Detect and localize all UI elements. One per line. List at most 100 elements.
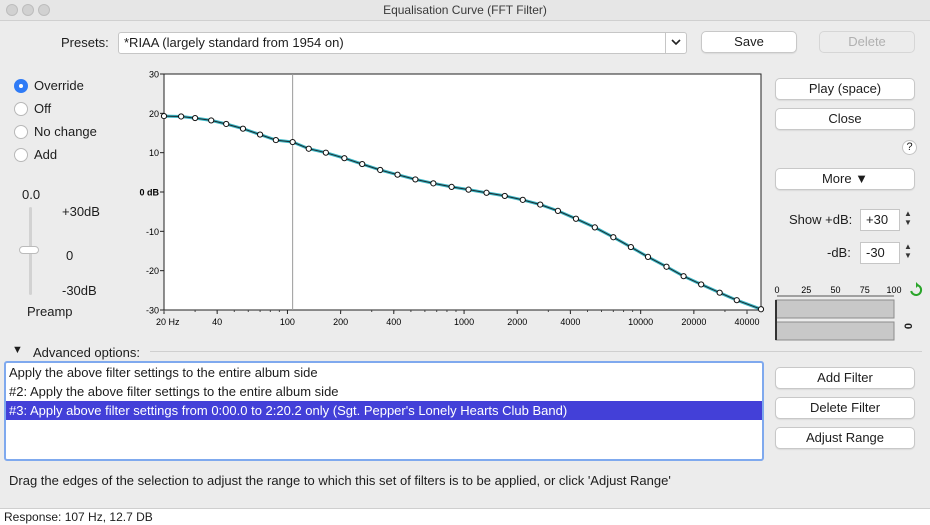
x-tick-label: 20 Hz [156, 317, 180, 327]
curve-control-point[interactable] [394, 171, 401, 178]
curve-control-point[interactable] [192, 114, 199, 122]
meter-tick-label: 50 [830, 285, 840, 295]
filter-list-item[interactable]: #2: Apply the above filter settings to t… [9, 384, 339, 399]
hint-text: Drag the edges of the selection to adjus… [9, 473, 671, 488]
curve-control-point[interactable] [412, 176, 419, 183]
curve-control-point[interactable] [430, 180, 437, 187]
curve-control-point[interactable] [537, 201, 544, 208]
curve-control-point[interactable] [680, 273, 687, 280]
curve-control-point[interactable] [322, 149, 329, 156]
radio-off[interactable] [14, 102, 28, 116]
plot-area[interactable] [163, 73, 762, 311]
curve-control-point[interactable] [465, 186, 472, 193]
close-window-icon[interactable] [6, 4, 18, 16]
y-tick-label: 20 [149, 109, 159, 119]
add-filter-button[interactable]: Add Filter [775, 367, 915, 389]
show-plus-db-label: Show +dB: [789, 212, 853, 227]
curve-control-point[interactable] [733, 297, 740, 304]
save-preset-button[interactable]: Save [701, 31, 797, 53]
window-title: Equalisation Curve (FFT Filter) [383, 3, 547, 17]
curve-control-point[interactable] [663, 263, 670, 270]
curve-control-point[interactable] [698, 281, 705, 288]
y-tick-label: 0 dB [139, 188, 159, 198]
curve-control-point[interactable] [483, 189, 490, 196]
x-tick-label: 100 [280, 317, 295, 327]
curve-control-point[interactable] [239, 125, 247, 132]
x-tick-label: 2000 [507, 317, 527, 327]
radio-label[interactable]: No change [34, 124, 97, 139]
meter-bar-2 [775, 321, 895, 341]
curve-control-point[interactable] [256, 131, 264, 138]
curve-control-point[interactable] [591, 224, 598, 231]
reset-icon[interactable] [908, 282, 924, 298]
meter-bar-1 [775, 299, 895, 319]
curve-control-point[interactable] [272, 136, 279, 144]
curve-control-point[interactable] [208, 117, 215, 124]
curve-control-point[interactable] [305, 145, 312, 152]
radio-label[interactable]: Override [34, 78, 84, 93]
x-tick-label: 20000 [681, 317, 706, 327]
curve-control-point[interactable] [377, 166, 384, 174]
title-bar: Equalisation Curve (FFT Filter) [0, 0, 930, 21]
filter-list-item[interactable]: #3: Apply above filter settings from 0:0… [6, 401, 762, 420]
close-button[interactable]: Close [775, 108, 915, 130]
curve-control-point[interactable] [757, 306, 765, 313]
meter-tick-label: 75 [860, 285, 870, 295]
filter-list-item[interactable]: Apply the above filter settings to the e… [9, 365, 318, 380]
presets-label: Presets: [61, 35, 109, 50]
radio-add[interactable] [14, 148, 28, 162]
curve-control-point[interactable] [644, 253, 652, 260]
curve-control-point[interactable] [223, 120, 230, 128]
filter-list[interactable]: Apply the above filter settings to the e… [4, 361, 764, 461]
x-tick-label: 4000 [560, 317, 580, 327]
level-meter: 0 25 50 75 100 [774, 285, 902, 341]
x-tick-label: 10000 [628, 317, 653, 327]
curve-control-point[interactable] [610, 234, 617, 241]
curve-control-point[interactable] [178, 113, 185, 120]
y-tick-label: 30 [149, 70, 159, 80]
show-plus-db-field[interactable]: +30 [860, 209, 900, 231]
delete-filter-button[interactable]: Delete Filter [775, 397, 915, 419]
curve-control-point[interactable] [519, 196, 526, 203]
radio-label[interactable]: Off [34, 101, 52, 116]
curve-control-point[interactable] [501, 192, 508, 200]
curve-control-point[interactable] [627, 243, 634, 251]
zoom-window-icon[interactable] [38, 4, 50, 16]
minus-db-stepper[interactable]: ▲ ▼ [904, 242, 912, 260]
meter-tick-label: 0 [774, 285, 779, 295]
chevron-down-icon[interactable] [665, 32, 686, 54]
preamp-min-label: -30dB [62, 283, 97, 298]
curve-control-point[interactable] [554, 207, 562, 214]
eq-curve-graph[interactable]: 30 20 10 0 dB -10 -20 -30 20 Hz 40 100 200 400 1000… [135, 66, 765, 332]
meter-tick-label: 100 [886, 285, 901, 295]
preamp-mid-label: 0 [66, 248, 74, 263]
curve-control-point[interactable] [341, 155, 348, 162]
curve-control-point[interactable] [160, 112, 168, 120]
preamp-slider-thumb[interactable] [19, 246, 39, 254]
play-button[interactable]: Play (space) [775, 78, 915, 100]
curve-control-point[interactable] [359, 160, 366, 168]
more-button[interactable]: More ▼ [775, 168, 915, 190]
radio-label[interactable]: Add [34, 147, 58, 162]
curve-control-point[interactable] [448, 183, 455, 190]
delete-preset-button[interactable]: Delete [819, 31, 915, 53]
radio-override[interactable] [14, 79, 28, 93]
x-tick-label: 40 [212, 317, 222, 327]
minus-db-field[interactable]: -30 [860, 242, 900, 264]
curve-control-point[interactable] [716, 289, 723, 296]
adjust-range-button[interactable]: Adjust Range [775, 427, 915, 449]
curve-control-point[interactable] [572, 215, 580, 222]
x-tick-label: 200 [333, 317, 348, 327]
minimize-window-icon[interactable] [22, 4, 34, 16]
meter-side-value: 0 [903, 322, 916, 330]
separator [150, 351, 922, 352]
presets-select[interactable]: *RIAA (largely standard from 1954 on) [118, 32, 687, 54]
plus-db-stepper[interactable]: ▲ ▼ [904, 209, 912, 227]
radio-no-change[interactable] [14, 125, 28, 139]
y-tick-label: -30 [146, 306, 159, 316]
preamp-max-label: +30dB [62, 204, 100, 219]
disclosure-triangle-icon[interactable]: ▼ [12, 344, 23, 356]
help-icon[interactable]: ? [902, 140, 917, 155]
status-bar: Response: 107 Hz, 12.7 DB [0, 508, 930, 525]
curve-control-point[interactable] [289, 138, 296, 146]
